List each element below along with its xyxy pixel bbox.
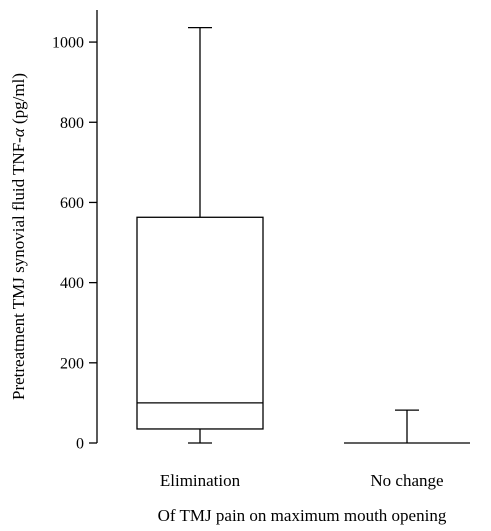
y-axis-title-prefix: Pretreatment TMJ synovial fluid TNF- — [9, 137, 28, 400]
x-axis-title: Of TMJ pain on maximum mouth opening — [158, 506, 447, 525]
y-axis-title-suffix: (pg/ml) — [9, 73, 28, 128]
category-labels: Elimination No change — [160, 471, 444, 490]
y-axis: 0 200 400 600 800 1000 — [52, 10, 98, 453]
y-tick-label: 1000 — [52, 35, 84, 52]
y-tick-label: 0 — [76, 436, 84, 453]
box-group — [344, 409, 470, 444]
y-tick-label: 400 — [60, 275, 84, 292]
boxes — [136, 26, 470, 444]
y-tick-label: 200 — [60, 355, 84, 372]
category-label: Elimination — [160, 471, 241, 490]
y-axis-title-alpha: α — [9, 127, 28, 137]
y-tick-label: 600 — [60, 195, 84, 212]
iqr-box — [136, 216, 264, 430]
category-label: No change — [370, 471, 443, 490]
box-group — [136, 26, 264, 444]
y-axis-title: Pretreatment TMJ synovial fluid TNF-α (p… — [9, 73, 28, 400]
y-tick-label: 800 — [60, 115, 84, 132]
y-ticks: 0 200 400 600 800 1000 — [52, 35, 97, 453]
